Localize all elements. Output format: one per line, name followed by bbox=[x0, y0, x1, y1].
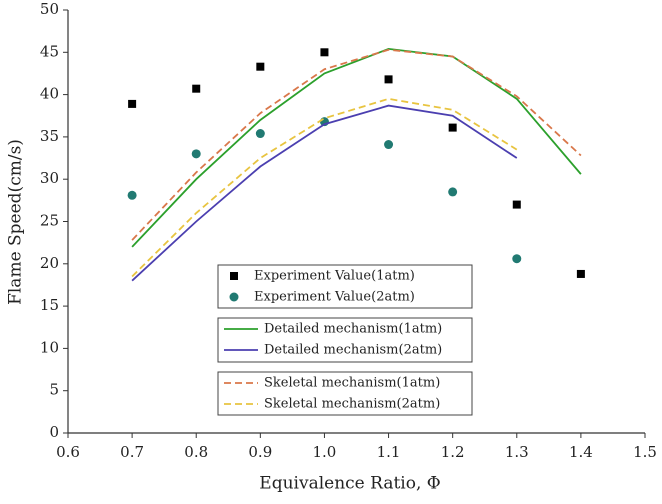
square-marker bbox=[192, 84, 201, 93]
y-axis-label: Flame Speed(cm/s) bbox=[6, 139, 26, 305]
x-tick-label: 1.0 bbox=[313, 443, 337, 461]
circle-marker bbox=[448, 187, 458, 197]
square-marker bbox=[448, 123, 457, 132]
legend-label: Experiment Value(1atm) bbox=[254, 269, 415, 284]
y-tick-label: 5 bbox=[49, 381, 59, 399]
legend-label: Detailed mechanism(1atm) bbox=[264, 322, 442, 337]
y-tick-label: 0 bbox=[49, 423, 59, 441]
legend: Experiment Value(1atm) Experiment Value(2… bbox=[217, 264, 473, 416]
line-series bbox=[131, 97, 518, 278]
circle-marker bbox=[512, 254, 522, 264]
y-tick-label: 40 bbox=[40, 85, 59, 103]
legend-box bbox=[217, 317, 473, 363]
line-series bbox=[131, 104, 518, 282]
y-tick-label: 30 bbox=[40, 169, 59, 187]
square-marker bbox=[320, 48, 329, 57]
x-tick-label: 0.6 bbox=[56, 443, 80, 461]
square-marker bbox=[576, 269, 585, 278]
square-marker bbox=[230, 272, 238, 280]
legend-box bbox=[217, 264, 473, 309]
y-tick-label: 45 bbox=[40, 42, 59, 60]
line-series bbox=[131, 47, 582, 248]
legend-label: Skeletal mechanism(1atm) bbox=[264, 376, 440, 391]
square-marker bbox=[512, 200, 521, 209]
y-tick-label: 15 bbox=[40, 296, 59, 314]
x-tick-label: 1.5 bbox=[633, 443, 657, 461]
y-tick-label: 25 bbox=[40, 212, 59, 230]
y-tick-label: 10 bbox=[40, 338, 59, 356]
x-tick-label: 0.7 bbox=[120, 443, 144, 461]
circle-marker bbox=[127, 190, 137, 200]
square-marker bbox=[128, 99, 137, 108]
y-tick-label: 20 bbox=[40, 254, 59, 272]
x-tick-label: 1.3 bbox=[505, 443, 529, 461]
y-tick-label: 35 bbox=[40, 127, 59, 145]
legend-box bbox=[217, 371, 473, 416]
square-marker bbox=[256, 62, 265, 71]
x-tick-label: 1.2 bbox=[441, 443, 465, 461]
legend-label: Skeletal mechanism(2atm) bbox=[264, 397, 440, 412]
circle-marker bbox=[229, 292, 239, 302]
line-series bbox=[131, 48, 582, 241]
circle-marker bbox=[255, 129, 265, 139]
circle-marker bbox=[191, 149, 201, 159]
x-tick-label: 0.8 bbox=[184, 443, 208, 461]
x-axis-label: Equivalence Ratio, Φ bbox=[259, 474, 440, 494]
y-tick-label: 50 bbox=[40, 0, 59, 18]
legend-label: Detailed mechanism(2atm) bbox=[264, 343, 442, 358]
x-tick-label: 1.4 bbox=[569, 443, 593, 461]
circle-marker bbox=[384, 140, 394, 150]
x-tick-label: 1.1 bbox=[377, 443, 401, 461]
legend-label: Experiment Value(2atm) bbox=[254, 290, 415, 305]
square-marker bbox=[384, 75, 393, 84]
x-tick-label: 0.9 bbox=[248, 443, 272, 461]
